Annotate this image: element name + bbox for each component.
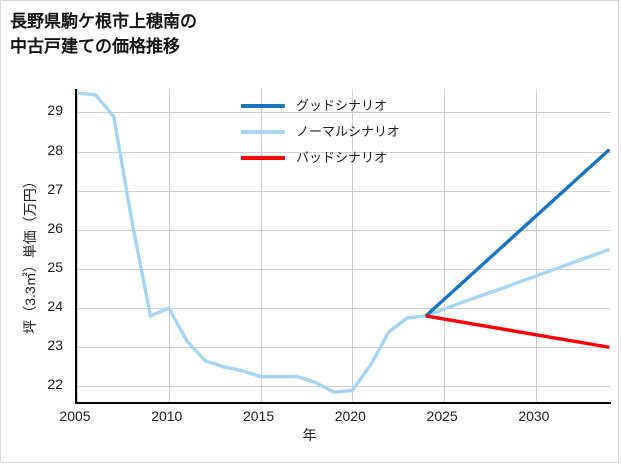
legend-swatch-good bbox=[241, 104, 285, 108]
gridline-vertical bbox=[352, 89, 353, 402]
gridline-horizontal bbox=[77, 191, 611, 192]
x-tick-label: 2010 bbox=[151, 408, 183, 424]
gridline-vertical bbox=[169, 89, 170, 402]
y-axis-ticks: 22 23 24 25 26 27 28 29 bbox=[1, 1, 75, 466]
y-tick-label: 27 bbox=[47, 180, 63, 197]
line-series-good bbox=[424, 148, 611, 318]
legend-swatch-bad bbox=[241, 156, 285, 160]
legend-item-good: グッドシナリオ bbox=[241, 93, 400, 119]
legend-label-bad: バッドシナリオ bbox=[296, 150, 388, 165]
gridline-vertical bbox=[261, 89, 262, 402]
gridline-vertical bbox=[444, 89, 445, 402]
y-tick-label: 23 bbox=[47, 337, 63, 354]
gridline-horizontal bbox=[77, 269, 611, 270]
x-tick-label: 2030 bbox=[518, 408, 550, 424]
legend-item-bad: バッドシナリオ bbox=[241, 145, 400, 171]
series-lines bbox=[77, 91, 611, 394]
plot-area bbox=[75, 89, 611, 404]
gridline-vertical bbox=[77, 89, 78, 402]
line-series-normal bbox=[77, 91, 610, 394]
line-series-bad bbox=[425, 314, 610, 349]
gridline-horizontal bbox=[77, 386, 611, 387]
gridline-horizontal bbox=[77, 347, 611, 348]
x-tick-label: 2015 bbox=[242, 408, 275, 424]
gridline-horizontal bbox=[77, 308, 611, 309]
gridline-horizontal bbox=[77, 230, 611, 231]
gridline-horizontal bbox=[77, 152, 611, 153]
y-tick-label: 24 bbox=[47, 298, 63, 315]
y-tick-label: 25 bbox=[47, 259, 63, 275]
y-tick-label: 22 bbox=[47, 376, 63, 393]
y-tick-label: 28 bbox=[47, 141, 63, 158]
chart-legend: グッドシナリオ ノーマルシナリオ バッドシナリオ bbox=[241, 93, 400, 171]
gridline-vertical bbox=[536, 89, 537, 402]
legend-label-good: グッドシナリオ bbox=[296, 98, 388, 113]
chart-title: 長野県駒ケ根市上穂南の 中古戸建ての価格推移 bbox=[10, 12, 197, 56]
y-tick-label: 26 bbox=[47, 219, 63, 236]
x-tick-label: 2025 bbox=[426, 408, 458, 424]
x-tick-label: 2020 bbox=[334, 408, 366, 424]
legend-label-normal: ノーマルシナリオ bbox=[296, 124, 401, 139]
y-axis-title: 坪（3.3㎡）単価（万円） bbox=[22, 174, 38, 334]
legend-item-normal: ノーマルシナリオ bbox=[241, 119, 400, 145]
y-tick-label: 29 bbox=[47, 102, 63, 119]
x-tick-label: 2005 bbox=[59, 408, 91, 424]
x-axis-title: 年 bbox=[302, 427, 317, 443]
legend-swatch-normal bbox=[241, 130, 285, 134]
gridline-horizontal bbox=[77, 112, 611, 113]
